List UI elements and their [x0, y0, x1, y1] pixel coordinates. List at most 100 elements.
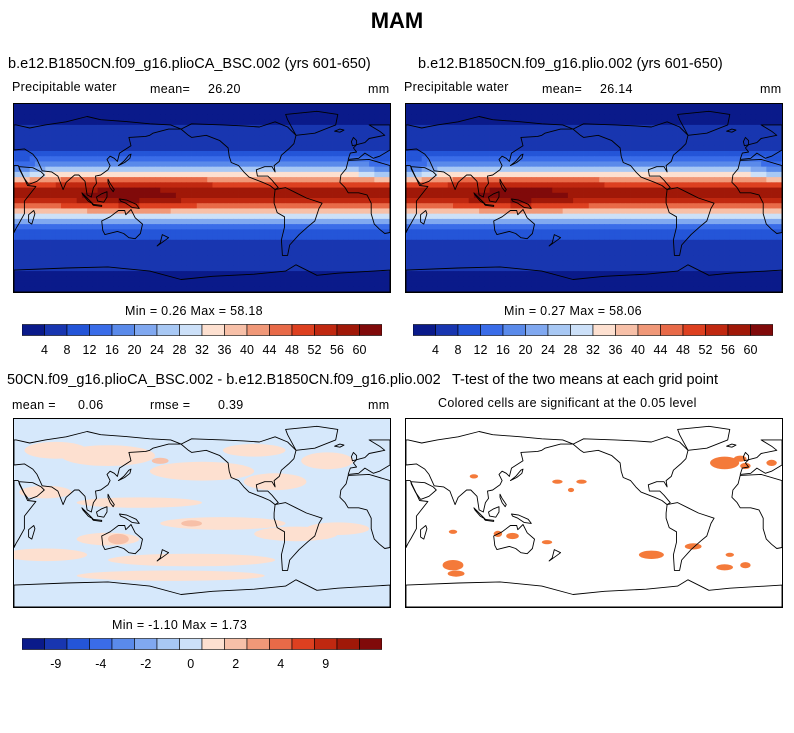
field-cell: [573, 130, 579, 136]
field-cell: [123, 276, 130, 282]
field-cell: [71, 203, 78, 209]
field-cell: [724, 234, 731, 241]
field-cell: [463, 213, 470, 220]
field-cell: [92, 281, 98, 288]
field-cell: [296, 187, 302, 194]
field-cell: [34, 140, 41, 147]
field-cell: [374, 171, 380, 178]
field-cell: [301, 250, 307, 256]
field-cell: [750, 135, 757, 141]
field-cell: [202, 140, 208, 147]
field-cell: [280, 135, 286, 141]
field-cell: [656, 239, 663, 246]
field-cell: [740, 203, 746, 209]
field-cell: [416, 166, 423, 173]
field-cell: [688, 182, 694, 188]
field-cell: [29, 104, 36, 110]
field-cell: [379, 281, 386, 288]
field-cell: [766, 135, 772, 141]
field-cell: [45, 255, 51, 262]
field-cell: [552, 265, 558, 272]
field-cell: [139, 166, 145, 173]
field-cell: [614, 130, 621, 136]
field-cell: [358, 171, 365, 178]
field-cell: [458, 229, 464, 235]
field-cell: [473, 145, 480, 152]
field-cell: [719, 145, 725, 152]
field-cell: [520, 161, 527, 168]
field-cell: [641, 166, 647, 173]
field-cell: [609, 218, 616, 225]
field-cell: [34, 119, 41, 126]
field-cell: [468, 229, 475, 235]
field-cell: [421, 135, 428, 141]
field-cell: [562, 255, 569, 262]
field-cell: [635, 187, 642, 194]
field-cell: [228, 119, 234, 126]
field-cell: [363, 109, 370, 115]
field-cell: [630, 198, 637, 204]
field-cell: [766, 198, 772, 204]
field-cell: [165, 151, 172, 157]
field-cell: [682, 182, 689, 188]
field-cell: [45, 281, 51, 288]
field-cell: [66, 245, 72, 251]
field-cell: [515, 234, 522, 241]
field-cell: [29, 250, 36, 256]
field-cell: [442, 203, 449, 209]
field-cell: [71, 250, 78, 256]
field-cell: [196, 224, 203, 230]
field-cell: [661, 130, 668, 136]
field-cell: [599, 151, 605, 157]
field-cell: [536, 245, 543, 251]
field-cell: [322, 281, 328, 288]
field-cell: [411, 135, 417, 141]
field-cell: [541, 145, 548, 152]
field-cell: [688, 255, 694, 262]
field-cell: [761, 192, 767, 199]
field-cell: [719, 140, 725, 147]
field-cell: [139, 281, 145, 288]
field-cell: [761, 208, 767, 215]
field-cell: [155, 109, 161, 115]
field-cell: [337, 166, 344, 173]
field-cell: [254, 234, 260, 241]
field-cell: [50, 208, 57, 215]
field-cell: [437, 271, 443, 277]
field-cell: [181, 171, 187, 178]
field-cell: [557, 213, 564, 220]
field-cell: [374, 114, 380, 121]
field-cell: [40, 187, 46, 194]
field-cell: [614, 109, 621, 115]
field-cell: [672, 104, 678, 110]
field-cell: [547, 229, 553, 235]
field-cell: [280, 140, 286, 147]
field-cell: [202, 171, 208, 178]
field-cell: [719, 192, 725, 199]
field-cell: [61, 156, 67, 162]
field-cell: [515, 208, 522, 215]
field-cell: [269, 135, 276, 141]
field-cell: [285, 271, 292, 277]
field-cell: [238, 265, 245, 272]
field-cell: [207, 119, 213, 126]
field-cell: [698, 192, 705, 199]
field-cell: [202, 187, 208, 194]
field-cell: [108, 198, 114, 204]
field-cell: [698, 171, 705, 178]
field-cell: [374, 151, 380, 157]
field-cell: [19, 114, 25, 121]
field-cell: [316, 166, 323, 173]
field-cell: [515, 187, 522, 194]
field-cell: [181, 145, 187, 152]
field-cell: [290, 286, 297, 292]
field-cell: [311, 192, 318, 199]
field-cell: [500, 140, 506, 147]
field-cell: [750, 161, 757, 168]
field-cell: [243, 135, 250, 141]
field-cell: [155, 250, 161, 256]
field-cell: [609, 250, 616, 256]
field-cell: [45, 182, 51, 188]
field-cell: [661, 156, 668, 162]
field-cell: [661, 198, 668, 204]
